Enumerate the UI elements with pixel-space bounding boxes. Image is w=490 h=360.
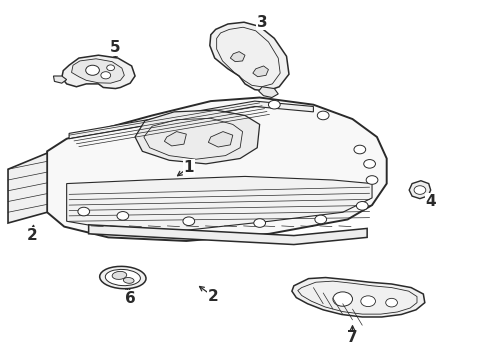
- Ellipse shape: [105, 269, 141, 285]
- Polygon shape: [409, 181, 431, 199]
- Text: 1: 1: [184, 160, 194, 175]
- Circle shape: [361, 296, 375, 307]
- Polygon shape: [164, 132, 186, 146]
- Polygon shape: [69, 101, 314, 139]
- Text: 3: 3: [257, 15, 268, 30]
- Circle shape: [107, 65, 115, 71]
- Polygon shape: [230, 51, 245, 62]
- Ellipse shape: [123, 278, 134, 283]
- Circle shape: [354, 145, 366, 154]
- Polygon shape: [53, 76, 67, 83]
- Circle shape: [78, 207, 90, 216]
- Circle shape: [356, 202, 368, 210]
- Circle shape: [101, 72, 111, 79]
- Circle shape: [366, 176, 378, 184]
- Ellipse shape: [112, 271, 127, 279]
- Polygon shape: [135, 110, 260, 164]
- Circle shape: [364, 159, 375, 168]
- Circle shape: [414, 186, 426, 194]
- Circle shape: [315, 215, 327, 224]
- Text: 2: 2: [27, 228, 38, 243]
- Circle shape: [254, 219, 266, 227]
- Text: 7: 7: [347, 330, 358, 345]
- Polygon shape: [208, 132, 233, 147]
- Polygon shape: [292, 278, 425, 317]
- Polygon shape: [47, 98, 387, 241]
- Circle shape: [333, 292, 352, 306]
- Polygon shape: [62, 55, 135, 89]
- Polygon shape: [67, 176, 372, 230]
- Circle shape: [86, 65, 99, 75]
- Polygon shape: [210, 22, 289, 91]
- Circle shape: [269, 100, 280, 109]
- Circle shape: [318, 111, 329, 120]
- Circle shape: [117, 212, 129, 220]
- Polygon shape: [253, 66, 269, 77]
- Circle shape: [183, 217, 195, 226]
- Text: 5: 5: [110, 40, 121, 55]
- Text: 2: 2: [208, 289, 219, 304]
- Text: 6: 6: [125, 291, 136, 306]
- Polygon shape: [8, 153, 47, 223]
- Polygon shape: [89, 225, 367, 244]
- Circle shape: [386, 298, 397, 307]
- Ellipse shape: [99, 266, 146, 289]
- Polygon shape: [259, 87, 278, 98]
- Polygon shape: [72, 59, 124, 83]
- Text: 4: 4: [425, 194, 436, 209]
